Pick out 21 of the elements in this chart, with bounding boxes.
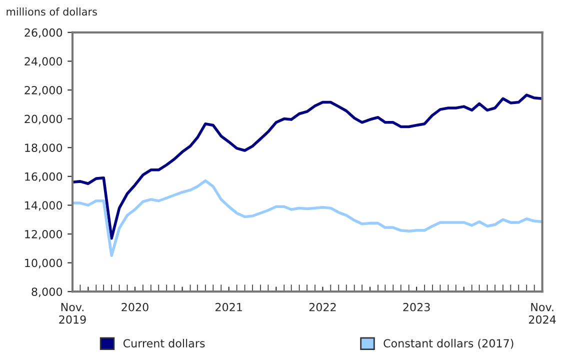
y-tick-label: 10,000 <box>25 258 62 268</box>
y-tick-label: 8,000 <box>32 288 62 298</box>
y-tick-label: 24,000 <box>24 57 62 67</box>
x-tick-label: 2023 <box>403 302 430 312</box>
y-axis-title: millions of dollars <box>6 8 97 16</box>
x-tick-label: 2020 <box>122 302 148 312</box>
line-series <box>72 179 542 257</box>
y-tick-label: 12,000 <box>25 230 62 240</box>
y-tick-label: 20,000 <box>24 114 62 124</box>
y-tick-label: 16,000 <box>25 172 62 182</box>
y-tick-label: 26,000 <box>24 28 62 38</box>
legend-label: Constant dollars (2017) <box>384 338 514 349</box>
x-tick-label: 2021 <box>216 302 242 312</box>
x-tick-label: Nov. 2024 <box>528 303 556 324</box>
legend-label: Current dollars <box>123 338 205 348</box>
x-tick-label: Nov. 2019 <box>59 303 86 324</box>
x-tick-label: 2022 <box>309 302 336 312</box>
y-tick-label: 18,000 <box>25 144 62 154</box>
y-tick-label: 22,000 <box>24 86 62 96</box>
line-series <box>72 94 542 240</box>
y-tick-label: 14,000 <box>25 201 62 211</box>
